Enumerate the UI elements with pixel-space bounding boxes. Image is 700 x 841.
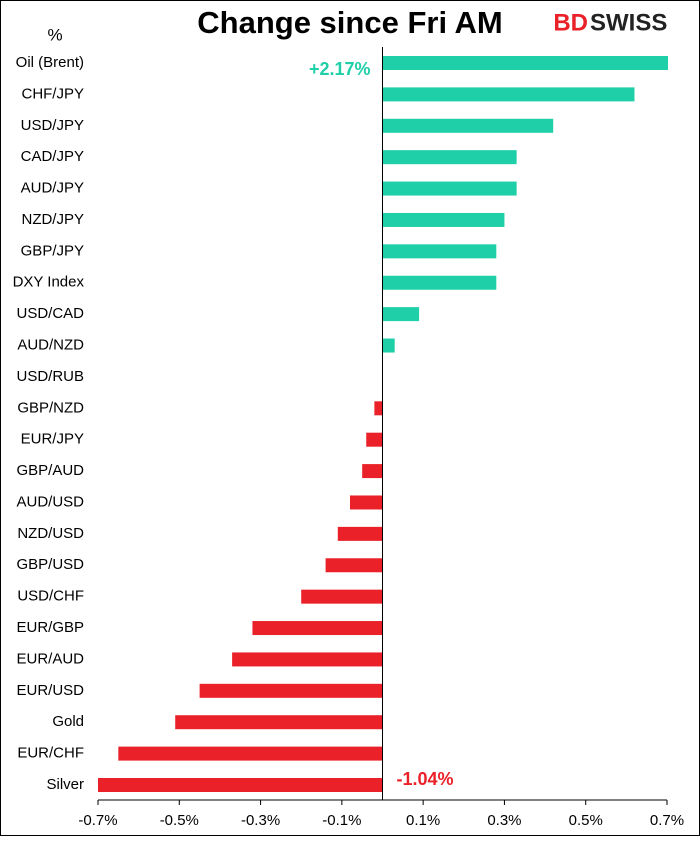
- y-tick-label: GBP/JPY: [21, 242, 84, 259]
- y-tick-label: NZD/USD: [17, 525, 84, 542]
- y-tick-label: CAD/JPY: [21, 148, 84, 165]
- bar: [383, 56, 700, 70]
- data-label: -1.04%: [397, 769, 454, 789]
- bar: [118, 747, 382, 761]
- y-tick-label: EUR/AUD: [16, 650, 84, 667]
- y-tick-label: CHF/JPY: [21, 85, 84, 102]
- bar: [374, 401, 382, 415]
- y-tick-label: EUR/JPY: [21, 431, 84, 448]
- y-tick-label: AUD/JPY: [21, 180, 84, 197]
- bar: [383, 213, 505, 227]
- y-tick-label: NZD/JPY: [21, 211, 84, 228]
- y-tick-label: AUD/USD: [16, 493, 84, 510]
- y-tick-label: GBP/NZD: [17, 399, 84, 416]
- x-tick-label: -0.7%: [78, 812, 117, 829]
- y-tick-label: Silver: [46, 776, 84, 793]
- y-tick-label: AUD/NZD: [17, 336, 84, 353]
- bar: [383, 276, 497, 290]
- bar: [383, 119, 554, 133]
- bar: [383, 244, 497, 258]
- y-tick-label: USD/CHF: [17, 588, 84, 605]
- brand-logo: SWISS: [590, 9, 667, 36]
- bar: [383, 307, 420, 321]
- y-tick-label: Gold: [52, 713, 84, 730]
- bar: [383, 87, 635, 101]
- y-tick-label: USD/RUB: [16, 368, 84, 385]
- x-tick-label: 0.3%: [487, 812, 521, 829]
- x-tick-label: -0.5%: [160, 812, 199, 829]
- x-tick-label: 0.7%: [650, 812, 684, 829]
- y-tick-label: DXY Index: [13, 274, 85, 291]
- data-label: +2.17%: [309, 59, 371, 79]
- bar: [383, 182, 517, 196]
- bar: [362, 464, 382, 478]
- y-tick-label: EUR/CHF: [17, 745, 84, 762]
- y-tick-label: USD/CAD: [16, 305, 84, 322]
- bar: [350, 495, 383, 509]
- y-tick-label: GBP/USD: [16, 556, 84, 573]
- bar: [366, 433, 382, 447]
- bar: [326, 558, 383, 572]
- unit-label: %: [47, 25, 62, 44]
- x-tick-label: -0.1%: [322, 812, 361, 829]
- bar: [200, 684, 383, 698]
- bar: [232, 652, 382, 666]
- y-tick-label: EUR/GBP: [16, 619, 84, 636]
- bar: [301, 590, 382, 604]
- bar: [383, 339, 395, 353]
- bar: [175, 715, 382, 729]
- y-tick-label: GBP/AUD: [16, 462, 84, 479]
- bar: [338, 527, 383, 541]
- y-tick-label: USD/JPY: [21, 117, 84, 134]
- x-tick-label: 0.5%: [569, 812, 603, 829]
- bar: [252, 621, 382, 635]
- bar: [383, 150, 517, 164]
- x-tick-label: 0.1%: [406, 812, 440, 829]
- brand-logo: BD: [553, 9, 588, 36]
- x-tick-label: -0.3%: [241, 812, 280, 829]
- chart-title: Change since Fri AM: [197, 5, 502, 40]
- y-tick-label: EUR/USD: [16, 682, 84, 699]
- y-tick-label: Oil (Brent): [16, 54, 84, 71]
